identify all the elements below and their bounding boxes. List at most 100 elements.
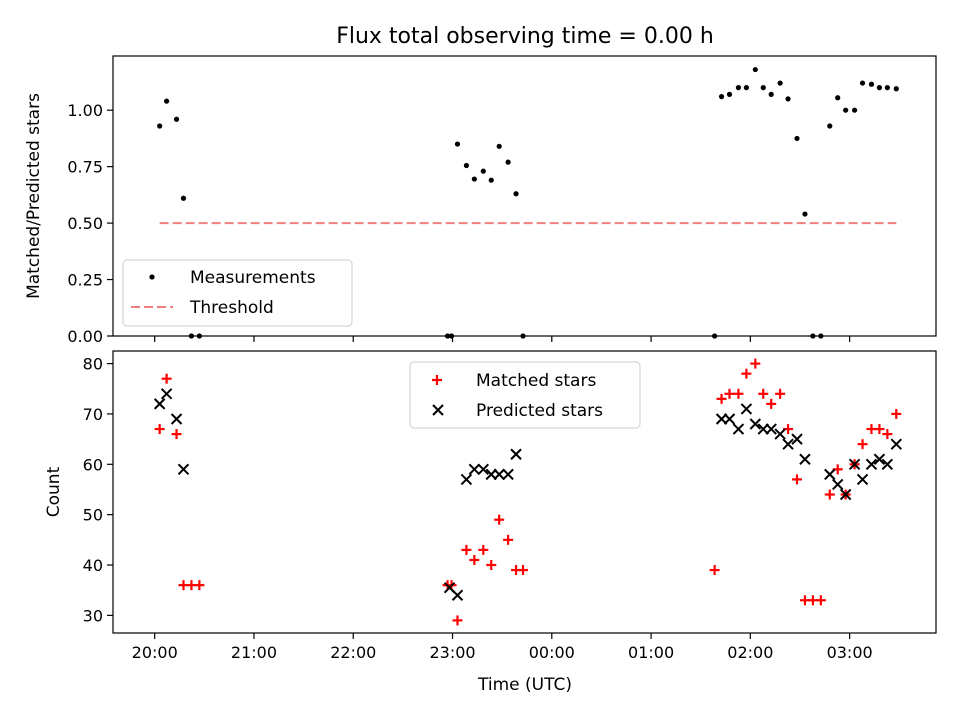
point-matched-stars: [452, 615, 463, 626]
point-matched-stars: [194, 580, 205, 591]
x-tick-label: 00:00: [529, 643, 575, 662]
point-measurements: [164, 98, 170, 104]
top-plot-area: [157, 66, 899, 339]
point-predicted-stars: [160, 388, 173, 400]
bottom-legend: Matched stars Predicted stars: [409, 361, 641, 429]
point-matched-stars: [503, 534, 514, 545]
point-predicted-stars: [477, 463, 490, 476]
point-matched-stars: [792, 474, 803, 485]
point-measurements: [876, 85, 883, 91]
point-measurements: [802, 211, 808, 217]
point-matched-stars: [154, 424, 165, 435]
legend-marker-predicted: [432, 404, 444, 416]
top-y-axis-label: Matched/Predicted stars: [24, 93, 44, 299]
point-predicted-stars: [873, 453, 886, 465]
point-predicted-stars: [451, 589, 464, 601]
point-predicted-stars: [460, 473, 473, 486]
point-predicted-stars: [177, 463, 190, 476]
point-matched-stars: [469, 554, 480, 565]
point-measurements: [835, 95, 841, 101]
point-matched-stars: [494, 514, 505, 525]
point-measurements: [868, 81, 875, 87]
point-measurements: [488, 177, 494, 183]
chart-title: Flux total observing time = 0.00 h: [336, 24, 714, 49]
point-measurements: [760, 85, 766, 91]
point-predicted-stars: [502, 468, 514, 481]
x-tick-label: 03:00: [827, 643, 873, 662]
point-measurements: [735, 85, 742, 91]
point-measurements: [471, 176, 477, 182]
point-measurements: [768, 91, 774, 97]
legend-label-threshold: Threshold: [189, 298, 274, 318]
point-predicted-stars: [832, 478, 844, 491]
point-matched-stars: [882, 429, 893, 440]
point-matched-stars: [758, 388, 769, 399]
point-measurements: [777, 80, 783, 86]
y-tick-label: 50: [83, 506, 103, 525]
point-matched-stars: [891, 408, 902, 419]
bottom-panel: 30 40 50 60 70 80 20:00 21:00 22:00 23:00 00:00 01…: [44, 350, 937, 695]
y-tick-label: 0.50: [67, 214, 103, 233]
point-predicted-stars: [865, 458, 878, 471]
bottom-y-ticks: 30 40 50 60 70 80: [83, 355, 113, 625]
point-predicted-stars: [782, 438, 794, 450]
y-tick-label: 60: [83, 455, 103, 474]
point-predicted-stars: [153, 398, 166, 410]
point-matched-stars: [716, 393, 727, 404]
point-measurements: [726, 91, 733, 97]
legend-label-matched: Matched stars: [476, 371, 596, 391]
bottom-y-axis-label: Count: [44, 466, 64, 517]
point-matched-stars: [733, 388, 744, 399]
point-predicted-stars: [881, 458, 894, 471]
point-measurements: [180, 195, 187, 201]
x-tick-label: 21:00: [231, 643, 277, 662]
point-matched-stars: [518, 565, 529, 576]
bottom-axes-frame: [112, 350, 937, 634]
legend-label-predicted: Predicted stars: [476, 401, 603, 421]
x-tick-label: 22:00: [330, 643, 376, 662]
point-predicted-stars: [774, 428, 786, 440]
point-measurements: [884, 85, 890, 91]
point-predicted-stars: [493, 468, 505, 481]
y-tick-label: 0.25: [67, 271, 103, 290]
legend-marker-matched: [432, 375, 442, 385]
point-predicted-stars: [856, 473, 869, 486]
point-measurements: [496, 143, 502, 149]
top-panel: 0.00 0.25 0.50 0.75 1.00 Matched/Predicted s…: [24, 55, 937, 346]
point-predicted-stars: [468, 463, 481, 476]
top-y-ticks: 0.00 0.25 0.50 0.75 1.00: [67, 101, 113, 346]
point-matched-stars: [775, 388, 786, 399]
point-predicted-stars: [723, 413, 736, 425]
legend-label-measurements: Measurements: [190, 268, 316, 288]
y-tick-label: 0.75: [67, 158, 103, 177]
top-legend: Measurements Threshold: [122, 259, 353, 327]
bottom-x-ticks: 20:00 21:00 22:00 23:00 00:00 01:00 02:00 03:00: [132, 633, 873, 662]
point-matched-stars: [161, 373, 172, 384]
point-matched-stars: [478, 544, 489, 555]
top-x-ticks: [154, 336, 851, 342]
point-predicted-stars: [839, 488, 852, 501]
point-matched-stars: [815, 595, 826, 606]
point-predicted-stars: [732, 423, 745, 435]
point-measurements: [752, 66, 758, 73]
y-tick-label: 70: [83, 405, 103, 424]
x-tick-label: 01:00: [628, 643, 674, 662]
point-predicted-stars: [749, 418, 762, 430]
point-measurements: [480, 168, 486, 174]
point-measurements: [851, 107, 858, 113]
x-tick-label: 02:00: [727, 643, 773, 662]
point-predicted-stars: [765, 423, 777, 435]
point-measurements: [513, 191, 519, 197]
point-matched-stars: [741, 368, 752, 379]
point-measurements: [718, 94, 725, 100]
point-matched-stars: [171, 429, 182, 440]
legend-marker-measurements: [149, 274, 155, 280]
point-measurements: [157, 123, 163, 129]
x-tick-label: 20:00: [132, 643, 178, 662]
point-matched-stars: [461, 544, 472, 555]
point-matched-stars: [824, 489, 835, 500]
y-tick-label: 40: [83, 556, 103, 575]
point-matched-stars: [486, 560, 497, 571]
bottom-plot-area: [153, 358, 902, 626]
